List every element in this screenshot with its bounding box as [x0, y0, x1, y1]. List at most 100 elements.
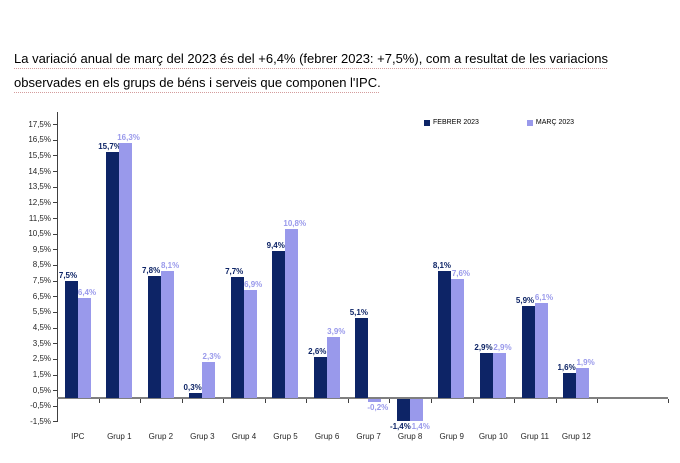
- bar-value-label-mar-2023-grup-6: 3,9%: [327, 326, 346, 336]
- bar-febrer-2023-grup-6: [313, 357, 327, 398]
- y-tick-label: 11,5%: [28, 213, 51, 223]
- bar-value-label-febrer-2023-grup-9: 8,1%: [432, 261, 452, 271]
- bar-value-label-mar-2023-grup-1: 16,3%: [117, 132, 140, 142]
- y-tick: [53, 296, 57, 298]
- bar-value-label-mar-2023-grup-2: 8,1%: [160, 261, 180, 271]
- y-tick-label: 9,5%: [32, 244, 51, 254]
- bar-value-label-febrer-2023-grup-11: 5,9%: [515, 295, 535, 305]
- y-tick: [53, 218, 57, 220]
- y-tick: [53, 358, 57, 360]
- bar-value-label-mar-2023-grup-8: -1,4%: [408, 421, 430, 431]
- x-tick: [264, 399, 266, 403]
- x-axis-category-label-grup-7: Grup 7: [356, 432, 381, 441]
- bar-mar-2023-grup-8: [409, 399, 423, 421]
- bar-mar-2023-grup-12: [576, 368, 590, 398]
- y-tick: [53, 390, 57, 392]
- bar-febrer-2023-grup-10: [480, 352, 493, 398]
- y-tick-label: 4,5%: [32, 323, 51, 333]
- x-axis-category-label-grup-12: Grup 12: [561, 432, 591, 441]
- bar-mar-2023-grup-4: [243, 290, 257, 398]
- y-tick-label: 15,5%: [28, 150, 51, 160]
- y-tick: [53, 186, 57, 188]
- legend-item-febrer-2023: FEBRER 2023: [424, 119, 479, 126]
- bar-febrer-2023-grup-7: [355, 318, 369, 398]
- bar-value-label-mar-2023-grup-11: 6,1%: [534, 292, 554, 302]
- x-axis-category-label-grup-2: Grup 2: [148, 432, 174, 441]
- bar-mar-2023-grup-1: [119, 142, 133, 398]
- intro-paragraph: La variació anual de març del 2023 és de…: [14, 47, 608, 95]
- y-tick: [53, 155, 57, 157]
- bar-value-label-febrer-2023-grup-10: 2,9%: [474, 342, 493, 352]
- x-tick: [306, 399, 308, 403]
- y-tick-label: 5,5%: [32, 307, 51, 317]
- legend-label-febrer: FEBRER 2023: [433, 119, 479, 126]
- y-tick: [53, 405, 57, 407]
- y-tick-label: 7,5%: [32, 276, 51, 286]
- y-tick-label: -1,5%: [30, 416, 51, 426]
- bar-value-label-febrer-2023-grup-8: -1,4%: [389, 421, 411, 431]
- bar-value-label-febrer-2023-grup-4: 7,7%: [225, 267, 244, 277]
- intro-line-1: La variació anual de març del 2023 és de…: [14, 51, 609, 66]
- x-tick: [181, 399, 183, 403]
- bar-value-label-mar-2023-grup-3: 2,3%: [202, 352, 221, 361]
- y-tick: [53, 327, 57, 329]
- intro-line-2: observades en els grups de béns i servei…: [14, 75, 381, 90]
- y-tick-label: 2,5%: [32, 354, 51, 364]
- y-tick: [53, 280, 57, 282]
- bar-febrer-2023-grup-1: [106, 152, 120, 398]
- y-tick-label: 3,5%: [32, 338, 51, 348]
- bar-mar-2023-grup-5: [285, 228, 299, 398]
- x-axis-category-label-grup-9: Grup 9: [439, 432, 464, 441]
- y-tick: [53, 343, 57, 345]
- bar-value-label-mar-2023-grup-12: 1,9%: [576, 358, 595, 368]
- x-axis-category-label-grup-11: Grup 11: [520, 432, 549, 441]
- y-tick: [53, 233, 57, 235]
- y-tick-label: 12,5%: [28, 197, 51, 207]
- bar-value-label-febrer-2023-grup-7: 5,1%: [349, 308, 368, 318]
- bar-mar-2023-grup-11: [534, 302, 548, 398]
- x-tick: [389, 399, 391, 403]
- y-tick-label: 0,5%: [32, 385, 51, 395]
- bar-value-label-mar-2023-ipc: 6,4%: [77, 287, 97, 297]
- x-tick: [472, 399, 474, 403]
- bar-febrer-2023-grup-3: [189, 393, 203, 398]
- legend-swatch-febrer-icon: [424, 119, 430, 126]
- bar-mar-2023-grup-7: [368, 399, 382, 403]
- y-tick-label: 6,5%: [32, 291, 51, 301]
- bar-value-label-febrer-2023-ipc: 7,5%: [58, 270, 78, 280]
- bar-value-label-febrer-2023-grup-5: 9,4%: [266, 240, 285, 250]
- bar-febrer-2023-grup-2: [147, 275, 161, 398]
- bar-febrer-2023-grup-12: [563, 372, 577, 398]
- y-tick: [53, 171, 57, 173]
- x-axis-category-label-ipc: IPC: [71, 432, 85, 441]
- x-axis-category-label-grup-1: Grup 1: [107, 432, 132, 441]
- bar-febrer-2023-grup-8: [396, 399, 410, 421]
- bar-value-label-mar-2023-grup-10: 2,9%: [493, 342, 512, 352]
- y-tick-label: 13,5%: [28, 182, 51, 192]
- bar-value-label-febrer-2023-grup-1: 15,7%: [98, 142, 121, 152]
- x-tick: [223, 399, 225, 403]
- y-tick-label: 10,5%: [28, 229, 51, 239]
- y-tick: [53, 139, 57, 141]
- y-tick: [53, 249, 57, 251]
- y-tick-label: 14,5%: [28, 166, 51, 176]
- y-tick: [53, 374, 57, 376]
- bar-febrer-2023-grup-11: [521, 305, 535, 398]
- bar-febrer-2023-ipc: [64, 280, 78, 398]
- x-axis-line: [57, 397, 668, 399]
- y-tick: [53, 311, 57, 313]
- bar-febrer-2023-grup-5: [272, 250, 286, 398]
- y-tick: [53, 264, 57, 266]
- x-tick: [597, 399, 599, 403]
- y-tick-label: 1,5%: [32, 370, 51, 380]
- bar-mar-2023-ipc: [77, 297, 91, 398]
- x-tick: [430, 399, 432, 403]
- bar-value-label-mar-2023-grup-5: 10,8%: [283, 218, 307, 228]
- legend-swatch-marc-icon: [526, 119, 533, 126]
- y-tick: [53, 202, 57, 204]
- chart-legend: FEBRER 2023 MARÇ 2023: [424, 119, 574, 126]
- bar-mar-2023-grup-3: [202, 362, 216, 398]
- x-axis-category-label-grup-6: Grup 6: [314, 432, 340, 441]
- bar-value-label-febrer-2023-grup-2: 7,8%: [141, 265, 161, 275]
